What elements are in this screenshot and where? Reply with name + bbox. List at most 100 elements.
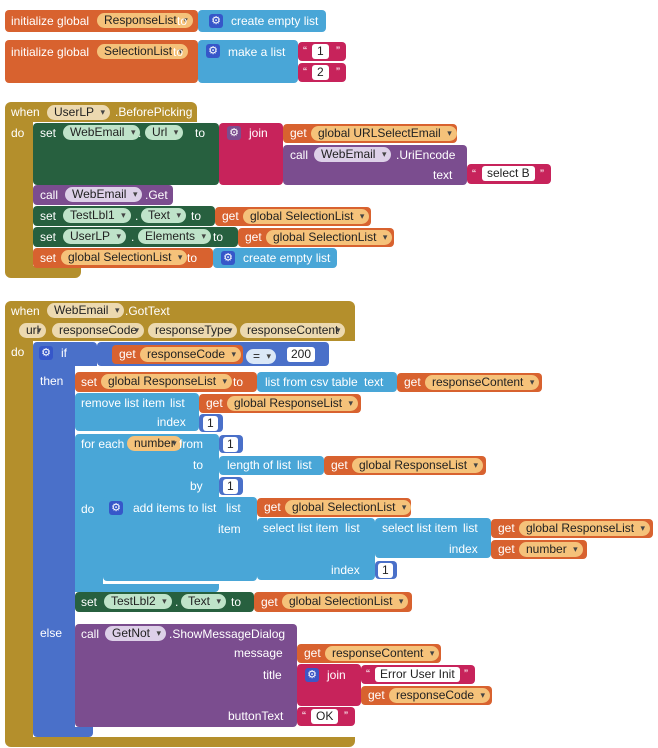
param-url[interactable]: url [19, 323, 47, 338]
component-dropdown[interactable]: TestLbl2 [104, 594, 172, 609]
event-got-text-header[interactable]: when WebEmail .GotText url responseCode … [5, 301, 355, 341]
variable-dropdown[interactable]: responseContent [325, 646, 440, 661]
set-testlbl2-text-block[interactable]: set TestLbl2 . Text to [75, 592, 254, 612]
number-block[interactable]: 200 [282, 345, 324, 364]
gear-icon[interactable]: ⚙ [305, 668, 319, 682]
get-number-block[interactable]: get number [491, 540, 587, 559]
number-value[interactable]: 1 [223, 437, 238, 452]
variable-dropdown[interactable]: global ResponseList [227, 396, 359, 411]
get-response-list-block[interactable]: get global ResponseList [491, 519, 653, 538]
remove-list-item-block[interactable]: remove list item list index [75, 393, 199, 431]
text-value[interactable]: 1 [312, 44, 329, 59]
component-dropdown[interactable]: WebEmail [314, 147, 392, 162]
set-global-selection-list-block[interactable]: set global SelectionList to [33, 248, 213, 268]
get-selection-list-block[interactable]: get global SelectionList [215, 207, 371, 226]
set-webemail-url-block[interactable]: set WebEmail . Url to [33, 123, 219, 185]
component-dropdown[interactable]: WebEmail [47, 303, 125, 318]
component-dropdown[interactable]: TestLbl1 [63, 208, 131, 223]
for-each-range-block[interactable]: for each number from to by [75, 434, 219, 502]
text-value[interactable]: Error User Init [375, 667, 460, 682]
property-dropdown[interactable]: Text [141, 208, 187, 223]
get-selection-list-block[interactable]: get global SelectionList [238, 228, 394, 247]
get-response-code-block[interactable]: get responseCode [361, 686, 492, 705]
gear-icon[interactable]: ⚙ [209, 14, 223, 28]
var-name-field[interactable]: SelectionList [97, 44, 189, 59]
number-value[interactable]: 1 [378, 563, 393, 578]
variable-dropdown[interactable]: global SelectionList [243, 209, 370, 224]
gear-icon[interactable]: ⚙ [227, 126, 241, 140]
variable-dropdown[interactable]: global SelectionList [282, 594, 409, 609]
get-response-content-block[interactable]: get responseContent [397, 373, 542, 392]
variable-dropdown[interactable]: global ResponseList [519, 521, 651, 536]
add-items-to-list-block[interactable]: ⚙ add items to list list item [103, 497, 257, 581]
call-webemail-get-block[interactable]: call WebEmail .Get [33, 185, 173, 205]
list-from-csv-table-block[interactable]: list from csv table text [257, 372, 397, 392]
text-value[interactable]: 2 [312, 65, 329, 80]
var-name-field[interactable]: ResponseList [97, 13, 193, 28]
init-response-list-block[interactable]: initialize global ResponseList to [5, 10, 198, 32]
inner-select-list-item-block[interactable]: select list item list index [375, 518, 491, 558]
component-dropdown[interactable]: WebEmail [63, 125, 141, 140]
param-response-type[interactable]: responseType [148, 323, 238, 338]
component-dropdown[interactable]: UserLP [47, 105, 111, 120]
variable-dropdown[interactable]: global SelectionList [61, 250, 188, 265]
get-selection-list-block[interactable]: get global SelectionList [257, 498, 412, 517]
number-block[interactable]: 1 [199, 414, 223, 432]
component-dropdown[interactable]: GetNot [105, 626, 167, 641]
if-block[interactable]: ⚙ if [33, 342, 97, 366]
make-a-list-block[interactable]: ⚙ make a list [198, 40, 298, 83]
number-block[interactable]: 1 [219, 435, 243, 453]
join-block[interactable]: ⚙ join [219, 123, 283, 185]
gear-icon[interactable]: ⚙ [39, 346, 53, 360]
component-dropdown[interactable]: UserLP [63, 229, 127, 244]
get-selection-list-block[interactable]: get global SelectionList [254, 592, 412, 612]
number-value[interactable]: 1 [203, 416, 218, 431]
variable-dropdown[interactable]: responseCode [140, 347, 242, 362]
variable-dropdown[interactable]: global ResponseList [101, 374, 233, 389]
loop-variable-field[interactable]: number [127, 436, 182, 451]
param-response-code[interactable]: responseCode [52, 323, 145, 338]
property-dropdown[interactable]: Text [181, 594, 227, 609]
create-empty-list-block[interactable]: ⚙ create empty list [198, 10, 326, 32]
get-url-select-email-block[interactable]: get global URLSelectEmail [283, 124, 457, 143]
text-block-1[interactable]: “ 1 ” [298, 42, 346, 61]
variable-dropdown[interactable]: global URLSelectEmail [311, 126, 457, 141]
variable-dropdown[interactable]: global SelectionList [266, 230, 393, 245]
create-empty-list-block[interactable]: ⚙ create empty list [213, 248, 337, 268]
set-testlbl1-text-block[interactable]: set TestLbl1 . Text to [33, 206, 215, 226]
number-block[interactable]: 1 [375, 561, 397, 579]
variable-dropdown[interactable]: number [519, 542, 583, 557]
text-value[interactable]: OK [311, 709, 339, 724]
property-dropdown[interactable]: Url [145, 125, 184, 140]
call-show-message-dialog-block[interactable]: call GetNot .ShowMessageDialog message t… [75, 624, 297, 727]
text-block[interactable]: “ Error User Init ” [361, 665, 475, 684]
text-value[interactable]: select B [482, 166, 535, 181]
param-response-content[interactable]: responseContent [240, 323, 346, 338]
init-selection-list-block[interactable]: initialize global SelectionList to [5, 40, 198, 83]
variable-dropdown[interactable]: responseCode [389, 688, 491, 703]
variable-dropdown[interactable]: global ResponseList [352, 458, 484, 473]
number-block[interactable]: 1 [219, 477, 243, 495]
gear-icon[interactable]: ⚙ [206, 44, 220, 58]
gear-icon[interactable]: ⚙ [221, 251, 235, 265]
number-value[interactable]: 1 [223, 479, 238, 494]
select-list-item-block[interactable]: select list item list index [257, 518, 375, 580]
text-block[interactable]: “ OK ” [297, 707, 355, 726]
call-uri-encode-block[interactable]: call WebEmail .UriEncode text [283, 145, 467, 185]
variable-dropdown[interactable]: global SelectionList [285, 500, 412, 515]
text-block[interactable]: “ select B ” [467, 164, 551, 184]
property-dropdown[interactable]: Elements [138, 229, 212, 244]
text-block-2[interactable]: “ 2 ” [298, 63, 346, 82]
gear-icon[interactable]: ⚙ [109, 501, 123, 515]
operator-dropdown[interactable]: = [246, 349, 277, 364]
event-before-picking-header[interactable]: when UserLP .BeforePicking [5, 102, 197, 122]
length-of-list-block[interactable]: length of list list [219, 456, 324, 475]
get-response-code-block[interactable]: get responseCode [112, 345, 243, 364]
variable-dropdown[interactable]: responseContent [425, 375, 540, 390]
set-global-response-list-block[interactable]: set global ResponseList to [75, 372, 257, 392]
get-response-list-block[interactable]: get global ResponseList [199, 394, 361, 413]
number-value[interactable]: 200 [287, 347, 316, 362]
component-dropdown[interactable]: WebEmail [65, 187, 143, 202]
get-response-content-block[interactable]: get responseContent [297, 644, 441, 663]
set-userlp-elements-block[interactable]: set UserLP . Elements to [33, 227, 238, 247]
